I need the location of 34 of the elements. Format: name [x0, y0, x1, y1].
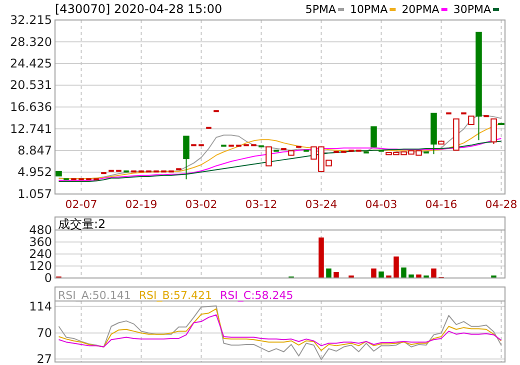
series-label: RSI_A:50.141 [58, 289, 131, 302]
x-tick-label: 04-03 [365, 198, 398, 211]
legend-label: 5PMA [305, 3, 336, 16]
y-tick-label: 32.215 [10, 13, 52, 27]
x-tick-label: 02-19 [125, 198, 158, 211]
y-tick-label: 114 [29, 299, 52, 314]
y-tick-label: 0 [44, 271, 52, 285]
y-tick-label: 24.425 [10, 56, 52, 71]
x-tick-label: 03-02 [185, 198, 218, 211]
y-tick-label: 28.320 [10, 34, 52, 49]
legend-label: 10PMA [350, 3, 388, 16]
chart-title: [430070] 2020-04-28 15:00 [55, 2, 222, 16]
y-tick-label: 4.952 [18, 165, 52, 180]
x-tick-label: 04-28 [485, 198, 518, 211]
y-tick-label: 360 [29, 235, 52, 249]
y-tick-label: 70 [36, 326, 52, 340]
y-tick-label: 27 [36, 352, 52, 365]
series-label: RSI_C:58.245 [220, 289, 294, 302]
y-tick-label: 20.531 [10, 78, 52, 92]
y-tick-label: 8.847 [18, 143, 52, 158]
x-tick-label: 04-16 [425, 198, 458, 211]
series-label: RSI_B:57.421 [138, 289, 212, 302]
x-tick-label: 03-12 [245, 198, 278, 211]
y-tick-label: 120 [29, 259, 52, 273]
y-tick-label: 16.636 [10, 100, 52, 114]
y-tick-label: 12.741 [10, 122, 52, 136]
legend-label: 30PMA [453, 3, 492, 16]
chart-title: 成交量:2 [58, 217, 106, 231]
y-tick-label: 1.057 [18, 187, 52, 201]
y-tick-label: 480 [29, 223, 52, 237]
y-tick-label: 240 [29, 247, 52, 261]
legend-label: 20PMA [402, 3, 440, 16]
x-tick-label: 02-07 [65, 198, 98, 211]
x-tick-label: 03-24 [305, 198, 338, 211]
